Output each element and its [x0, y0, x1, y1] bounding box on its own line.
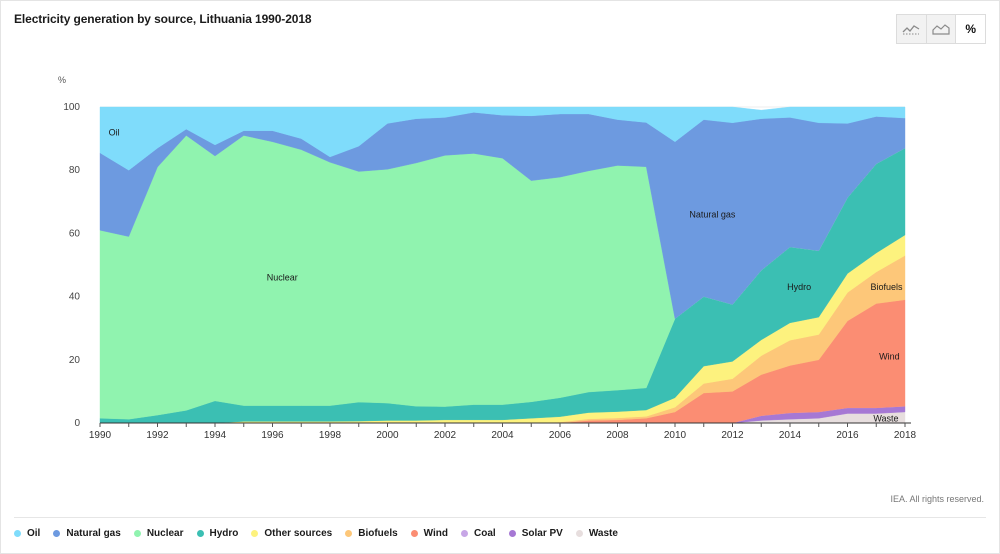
- label-oil: Oil: [109, 127, 120, 137]
- legend-label: Solar PV: [521, 528, 563, 539]
- area-chart-icon: [932, 24, 950, 35]
- legend-item-solar-pv[interactable]: Solar PV: [508, 528, 563, 539]
- chart-legend: Oil Natural gas Nuclear Hydro Other sources B…: [14, 528, 618, 539]
- legend-label: Oil: [27, 528, 41, 539]
- label-hydro: Hydro: [787, 282, 811, 292]
- legend-item-biofuels[interactable]: Biofuels: [345, 528, 398, 539]
- legend-item-waste[interactable]: Waste: [575, 528, 618, 539]
- x-tick-label: 1990: [89, 430, 112, 441]
- legend-swatch: [196, 530, 204, 537]
- y-tick-label: 20: [69, 355, 81, 366]
- x-tick-label: 1992: [146, 430, 169, 441]
- legend-item-oil[interactable]: Oil: [14, 528, 40, 539]
- legend-item-hydro[interactable]: Hydro: [196, 528, 239, 539]
- x-tick-label: 2006: [549, 430, 572, 441]
- y-tick-label: 60: [69, 228, 81, 239]
- label-wind: Wind: [879, 352, 900, 362]
- legend-item-coal[interactable]: Coal: [461, 528, 496, 539]
- legend-swatch: [410, 530, 418, 537]
- legend-item-other-sources[interactable]: Other sources: [251, 528, 332, 539]
- legend-divider: [14, 517, 986, 518]
- percent-label: %: [965, 22, 977, 36]
- legend-label: Natural gas: [66, 528, 121, 539]
- x-tick-label: 2008: [606, 430, 629, 441]
- chart-title: Electricity generation by source, Lithua…: [14, 12, 312, 26]
- x-tick-label: 1998: [319, 430, 342, 441]
- legend-label: Biofuels: [358, 528, 398, 539]
- legend-item-nuclear[interactable]: Nuclear: [133, 528, 184, 539]
- line-chart-icon: [902, 25, 920, 35]
- x-tick-label: 1994: [204, 430, 227, 441]
- label-nuclear: Nuclear: [267, 273, 298, 283]
- label-waste: Waste: [873, 413, 898, 423]
- area-oil: [99, 106, 906, 171]
- legend-label: Other sources: [264, 528, 333, 539]
- x-tick-label: 2016: [836, 430, 859, 441]
- y-tick-label: 40: [69, 292, 81, 303]
- label-natural-gas: Natural gas: [689, 209, 736, 219]
- legend-swatch: [14, 530, 21, 537]
- x-tick-label: 2004: [491, 430, 514, 441]
- y-tick-label: 100: [63, 102, 80, 113]
- percent-view-button[interactable]: %: [956, 15, 986, 43]
- legend-swatch: [345, 530, 353, 537]
- x-tick-label: 2012: [721, 430, 744, 441]
- x-tick-label: 1996: [261, 430, 284, 441]
- x-tick-label: 2018: [894, 430, 917, 441]
- legend-swatch: [53, 530, 61, 537]
- legend-swatch: [508, 530, 516, 537]
- label-biofuels: Biofuels: [871, 282, 904, 292]
- legend-label: Waste: [588, 528, 618, 539]
- y-tick-label: 0: [74, 418, 80, 429]
- x-tick-label: 2002: [434, 430, 457, 441]
- legend-item-natural-gas[interactable]: Natural gas: [53, 528, 121, 539]
- legend-label: Nuclear: [146, 528, 184, 539]
- stacked-area-chart: 0 20 40 60 80 100% 1990 1992 1994 1996 1998 2000 200…: [58, 75, 917, 441]
- chart-view-toolbar: %: [896, 14, 986, 44]
- area-chart-button[interactable]: [926, 15, 957, 43]
- legend-label: Coal: [474, 528, 496, 539]
- legend-label: Hydro: [209, 528, 239, 539]
- legend-swatch: [575, 530, 583, 537]
- legend-swatch: [461, 530, 469, 537]
- legend-item-wind[interactable]: Wind: [410, 528, 449, 539]
- x-tick-label: 2000: [376, 430, 399, 441]
- copyright-note: IEA. All rights reserved.: [890, 494, 984, 504]
- y-tick-label: 80: [69, 165, 81, 176]
- x-tick-label: 2010: [664, 430, 687, 441]
- line-chart-button[interactable]: [897, 15, 927, 43]
- y-axis-label: %: [58, 75, 66, 85]
- x-tick-label: 2014: [779, 430, 802, 441]
- legend-label: Wind: [423, 528, 449, 539]
- legend-swatch: [133, 530, 141, 537]
- legend-swatch: [251, 530, 259, 537]
